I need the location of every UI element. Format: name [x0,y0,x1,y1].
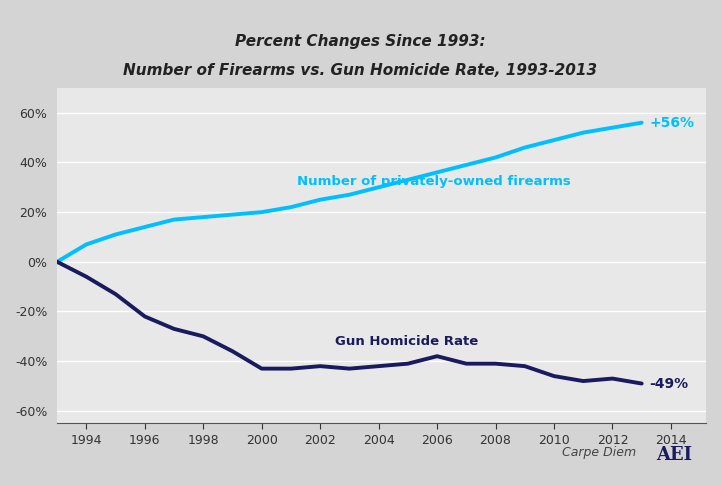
Text: Number of privately-owned firearms: Number of privately-owned firearms [297,175,570,188]
Text: Gun Homicide Rate: Gun Homicide Rate [335,335,478,348]
Text: +56%: +56% [649,116,694,130]
Text: -49%: -49% [649,377,688,391]
Text: Number of Firearms vs. Gun Homicide Rate, 1993-2013: Number of Firearms vs. Gun Homicide Rate… [123,63,598,78]
Text: Carpe Diem: Carpe Diem [562,446,637,459]
Text: AEI: AEI [656,446,692,464]
Text: Percent Changes Since 1993:: Percent Changes Since 1993: [235,34,486,49]
